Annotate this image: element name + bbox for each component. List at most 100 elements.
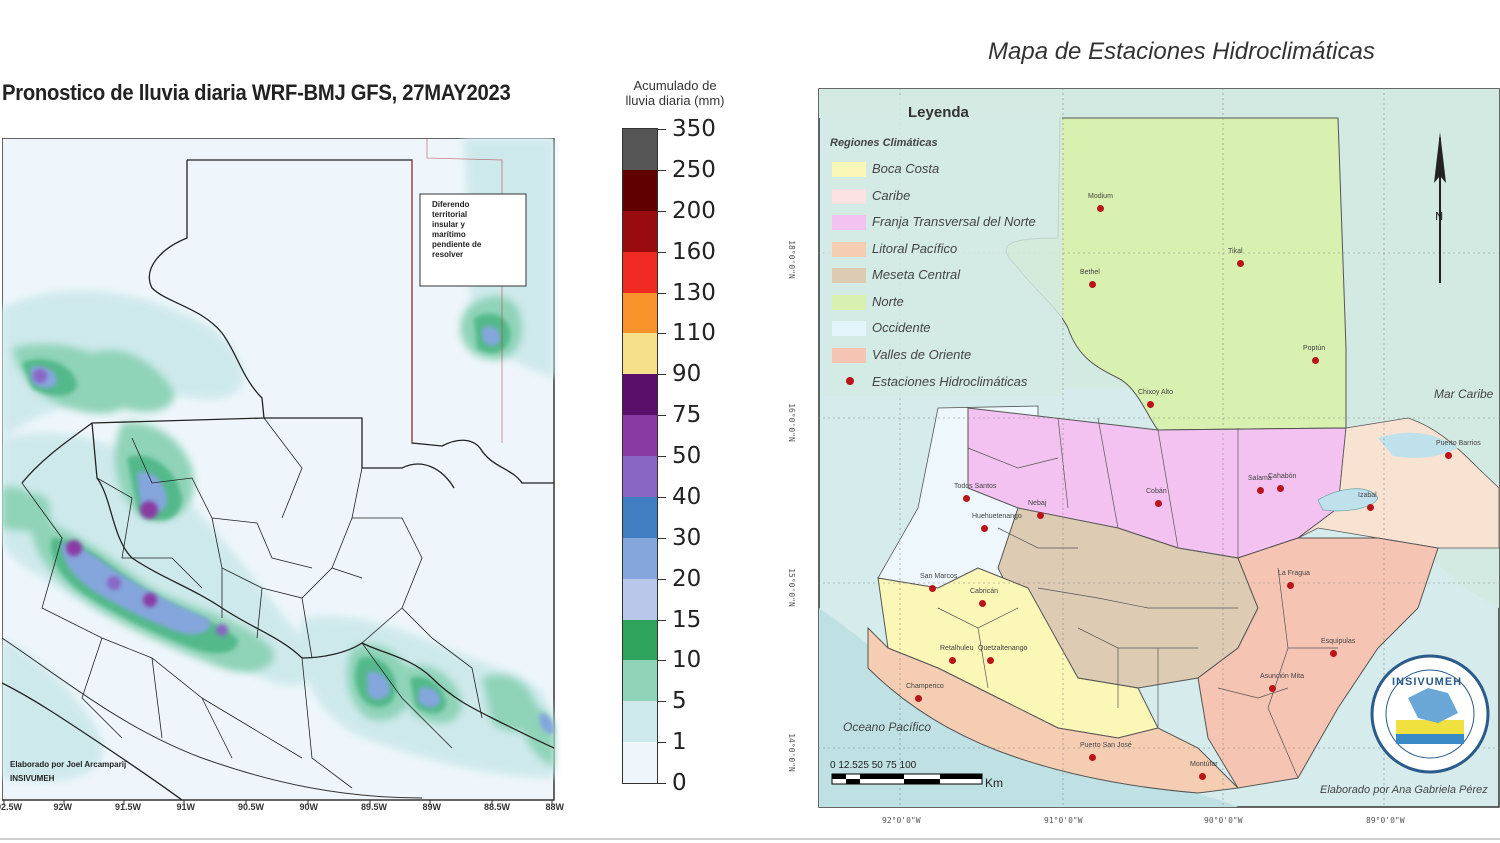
forecast-x-tick: 88W <box>545 802 565 812</box>
station-label: Tikal <box>1228 248 1243 255</box>
station-marker-icon <box>846 377 854 385</box>
colorbar-label: 0 <box>672 770 687 796</box>
forecast-rain-map <box>2 138 555 805</box>
territorial-note-box <box>419 193 527 287</box>
department-borders <box>21 417 483 789</box>
colorbar-tick <box>658 251 666 253</box>
legend-station: Estaciones Hidroclimáticas <box>872 374 1028 389</box>
colorbar-segment <box>623 578 657 620</box>
legend-swatch <box>832 268 866 283</box>
station-label: Puerto Barrios <box>1436 440 1481 447</box>
station-label: Cabricán <box>970 588 999 595</box>
scale-bar <box>831 773 983 785</box>
colorbar-tick <box>658 619 666 621</box>
forecast-x-tick: 90W <box>299 802 319 812</box>
colorbar-segment <box>623 210 657 252</box>
north-arrow-icon: N <box>1434 132 1446 283</box>
colorbar-segment <box>623 537 657 579</box>
colorbar-label: 75 <box>672 402 702 429</box>
colorbar-segment <box>623 251 657 293</box>
station-marker <box>929 585 936 592</box>
station-label: Cahabón <box>1268 473 1297 480</box>
forecast-x-tick: 92W <box>53 802 73 812</box>
territorial-note: Diferendo territorial insular y marítimo… <box>432 200 482 259</box>
colorbar-tick <box>658 415 666 417</box>
colorbar-tick <box>658 742 666 744</box>
insivumeh-logo <box>1370 654 1490 774</box>
station-map-title: Mapa de Estaciones Hidroclimáticas <box>988 38 1375 65</box>
station-label: Retalhuleu <box>940 645 974 652</box>
pacific-coastline <box>2 637 423 799</box>
svg-text:N: N <box>1435 210 1443 223</box>
colorbar-segment <box>623 169 657 211</box>
forecast-credit-line1: Elaborado por Joel Arcamparij <box>10 760 127 769</box>
lon-tick: 92°0'0"W <box>882 816 921 825</box>
station-marker <box>1367 504 1374 511</box>
colorbar-tick <box>658 578 666 580</box>
station-label: San Marcos <box>920 573 958 580</box>
colorbar-segment <box>623 373 657 416</box>
forecast-x-tick: 90.5W <box>238 802 265 812</box>
legend-label: Caribe <box>872 187 911 203</box>
legend-swatch <box>832 215 866 230</box>
station-label: Champerico <box>906 683 944 690</box>
colorbar-title-line2: lluvia diaria (mm) <box>625 93 725 108</box>
lat-tick: 15°0'0"N <box>786 568 796 607</box>
colorbar-label: 1 <box>672 729 687 756</box>
forecast-x-tick: 91.5W <box>115 802 142 812</box>
colorbar-label: 5 <box>672 688 687 715</box>
forecast-x-tick: 89W <box>422 802 442 812</box>
forecast-x-tick: 91W <box>176 802 196 812</box>
station-marker <box>1287 582 1294 589</box>
legend-label: Valles de Oriente <box>872 346 972 362</box>
station-label: La Fragua <box>1278 570 1310 577</box>
colorbar-label: 30 <box>672 524 702 551</box>
station-label: Nebaj <box>1028 500 1047 507</box>
legend-swatch <box>832 321 866 336</box>
lat-tick: 16°0'0"N <box>786 403 796 442</box>
station-marker <box>1277 485 1284 492</box>
station-marker <box>1330 650 1337 657</box>
station-label: Huehuetenango <box>972 513 1022 520</box>
station-marker <box>963 495 970 502</box>
rain-areas-20mm <box>30 326 554 734</box>
pacific-label: Oceano Pacífico <box>843 720 932 734</box>
legend-label: Boca Costa <box>872 161 940 176</box>
legend-swatch <box>832 162 866 177</box>
legend-swatch <box>832 188 866 204</box>
colorbar-tick <box>658 292 666 294</box>
lat-tick: 18°0'0"N <box>786 240 796 279</box>
colorbar-segment <box>623 741 657 783</box>
legend-swatch <box>832 241 866 257</box>
colorbar-segment <box>623 455 657 497</box>
forecast-x-tick: 89.5W <box>361 802 388 812</box>
legend-label: Meseta Central <box>872 267 961 282</box>
colorbar-label: 50 <box>672 443 702 469</box>
station-marker <box>915 695 922 702</box>
rain-areas-40mm <box>33 369 228 636</box>
lon-tick: 90°0'0"W <box>1204 816 1243 825</box>
station-label: Asunción Mita <box>1260 673 1304 680</box>
colorbar-tick <box>658 496 666 498</box>
colorbar-label: 90 <box>672 361 702 388</box>
station-marker <box>979 600 986 607</box>
colorbar-tick <box>658 456 666 457</box>
forecast-x-tick: 88.5W <box>484 802 511 812</box>
station-map-dept-borders <box>937 417 1338 779</box>
colorbar-label: 130 <box>672 279 716 306</box>
colorbar-tick <box>658 537 666 539</box>
station-label: Montúfar <box>1190 761 1218 768</box>
colorbar-segment <box>623 414 657 456</box>
legend-label: Litoral Pacífico <box>872 240 958 256</box>
colorbar-label: 10 <box>672 647 702 674</box>
station-marker <box>1089 281 1096 288</box>
colorbar-tick <box>658 169 666 171</box>
station-label: Bethel <box>1080 269 1100 276</box>
colorbar-tick <box>658 701 666 703</box>
colorbar-title-line1: Acumulado de <box>633 78 717 93</box>
colorbar-label: 40 <box>672 483 702 510</box>
lat-tick: 14°0'0"N <box>786 733 796 772</box>
colorbar-segment <box>623 496 657 538</box>
colorbar-title: Acumulado de lluvia diaria (mm) <box>600 78 750 108</box>
station-label: Todos Santos <box>954 483 997 490</box>
